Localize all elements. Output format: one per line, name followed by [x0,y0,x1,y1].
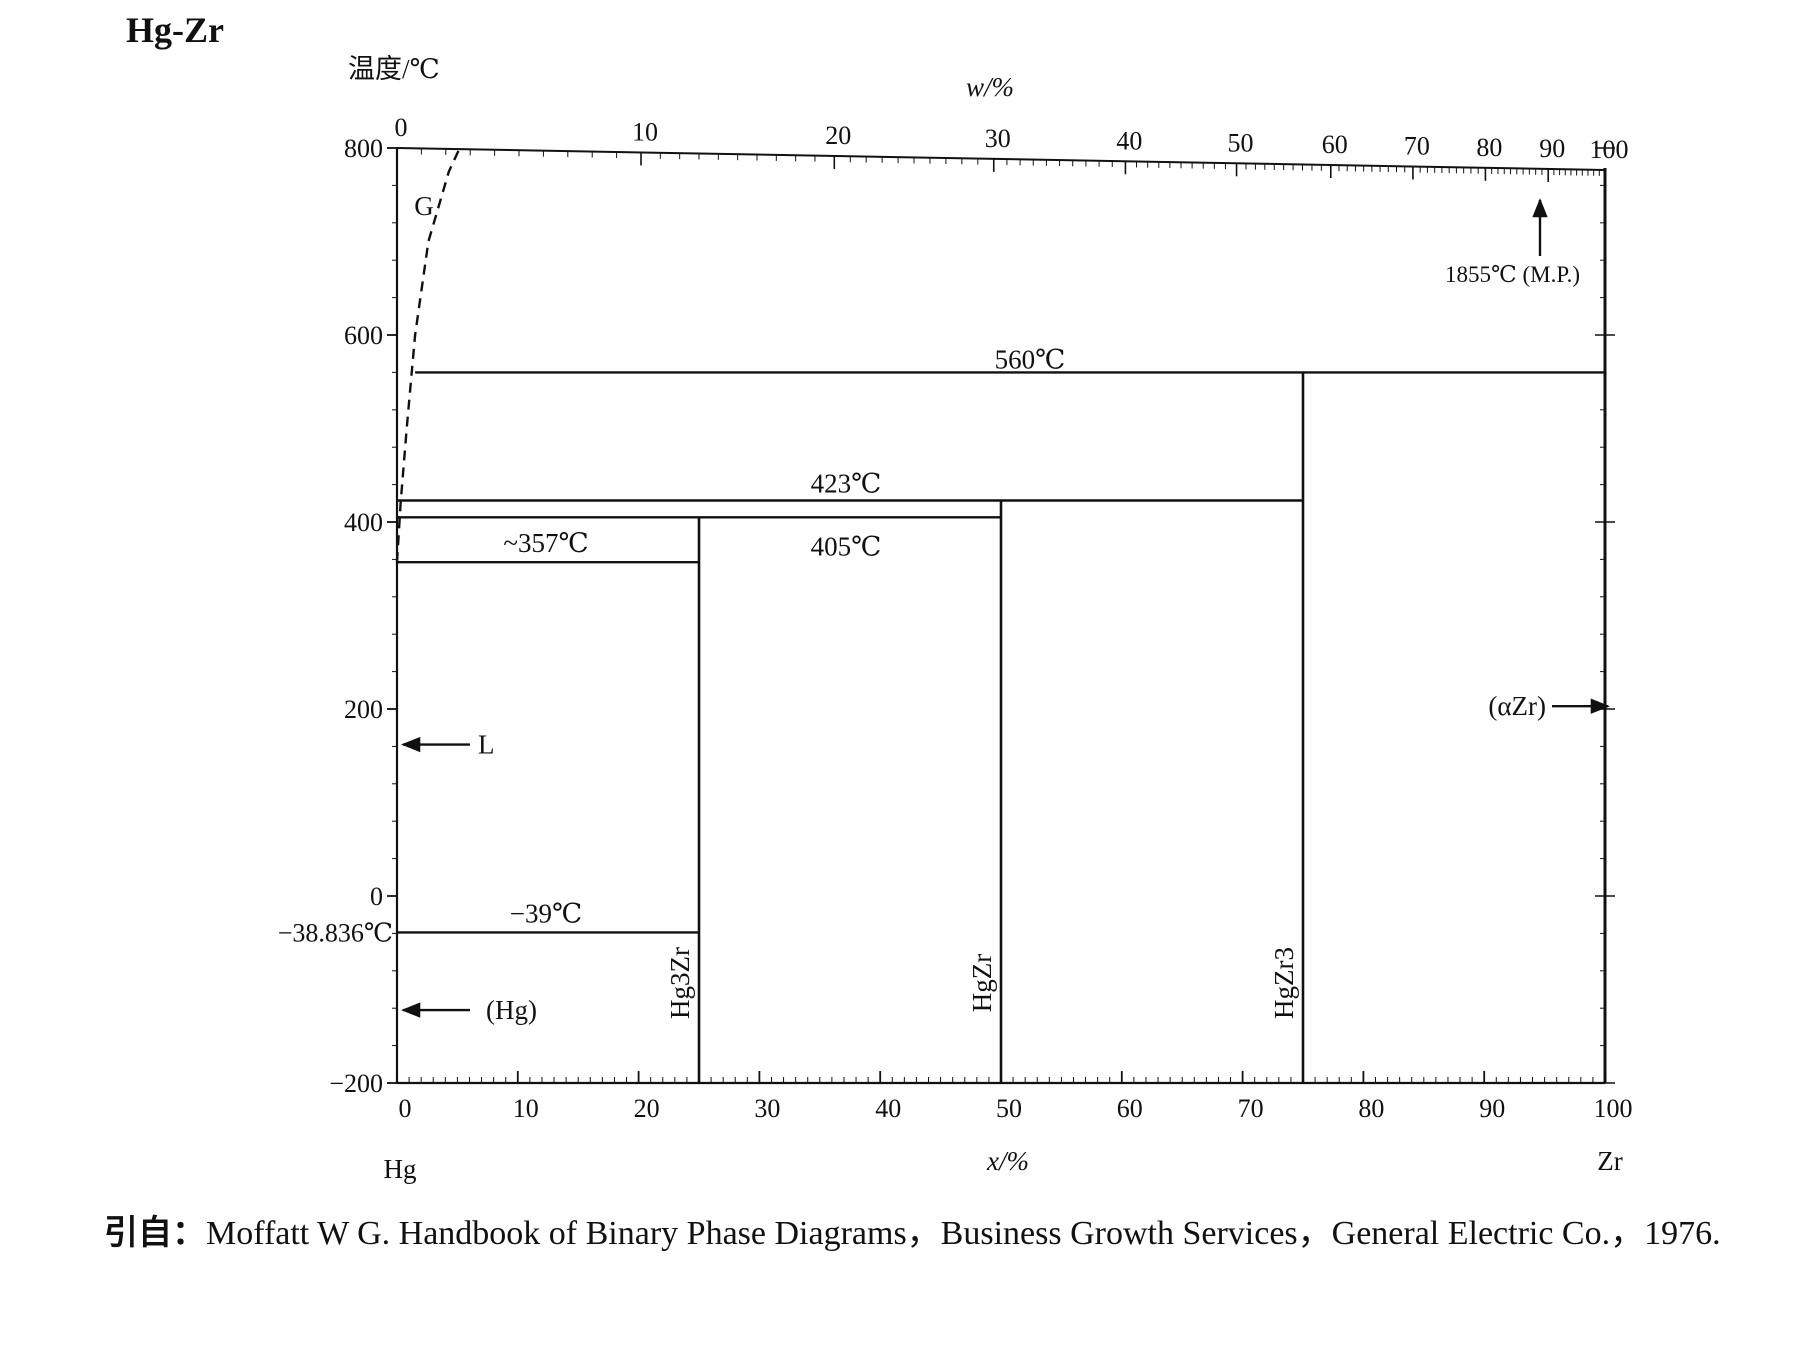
compound-label: HgZr3 [1269,947,1299,1019]
hg-melting-point-label: −38.836℃ [278,918,393,947]
x-tick-label: 70 [1238,1094,1264,1123]
top-tick-label: 100 [1590,135,1629,164]
x-tick-label: 0 [399,1094,412,1123]
y-tick-label: 400 [344,508,383,537]
compound-label: HgZr [967,954,997,1012]
x-tick-label: 40 [875,1094,901,1123]
isotherm-label: 405℃ [811,531,882,561]
top-tick-label: 90 [1539,134,1565,163]
top-tick-label: 60 [1322,130,1348,159]
isotherm-label: −39℃ [510,898,582,928]
x-tick-label: 60 [1117,1094,1143,1123]
top-axis-label: w/% [966,72,1014,102]
caption-source-label: 引自： [104,1215,206,1252]
top-tick-label: 50 [1228,128,1254,157]
chart-title: Hg-Zr [126,10,224,50]
top-axis-line [396,147,1606,171]
gas-boundary-curve [395,147,461,563]
top-tick-label: 10 [632,117,658,146]
x-tick-label: 10 [513,1094,539,1123]
x-axis-right-element: Zr [1597,1146,1622,1176]
top-tick-label: 80 [1476,133,1502,162]
top-tick-label: 70 [1404,132,1430,161]
mp-annotation: 1855℃ (M.P.) [1445,262,1580,287]
figure-caption: 引自：Moffatt W G. Handbook of Binary Phase… [104,1208,1784,1260]
x-tick-label: 90 [1479,1094,1505,1123]
caption-reference: Moffatt W G. Handbook of Binary Phase Di… [206,1215,1721,1252]
x-tick-label: 100 [1594,1094,1633,1123]
isotherm-label: 423℃ [811,468,882,498]
isotherm-label: 560℃ [995,344,1066,374]
y-tick-label: 800 [344,134,383,163]
phase-label-g: G [414,191,434,221]
y-tick-label: 600 [344,321,383,350]
isotherm-label: ~357℃ [503,528,588,558]
compound-label: Hg3Zr [665,947,695,1019]
y-tick-label: 200 [344,695,383,724]
phase-label-hg: (Hg) [486,995,537,1025]
x-tick-label: 80 [1358,1094,1384,1123]
x-tick-label: 20 [634,1094,660,1123]
x-tick-label: 50 [996,1094,1022,1123]
x-axis-left-element: Hg [384,1154,417,1184]
top-tick-label: 0 [395,113,408,142]
x-axis-label: x/% [986,1146,1029,1176]
y-tick-label: 0 [370,882,383,911]
x-tick-label: 30 [754,1094,780,1123]
y-axis-label: 温度/℃ [348,54,440,84]
phase-label-alpha-zr: (αZr) [1488,691,1546,721]
top-tick-label: 30 [985,124,1011,153]
phase-label-l: L [478,730,495,760]
top-tick-label: 40 [1116,126,1142,155]
y-tick-label: −200 [329,1069,383,1098]
top-tick-label: 20 [825,121,851,150]
plot-area: 0 10 20 30 40 50 60 70 80 90 100 −200 0 200 400 600 800 0… [278,113,1633,1123]
